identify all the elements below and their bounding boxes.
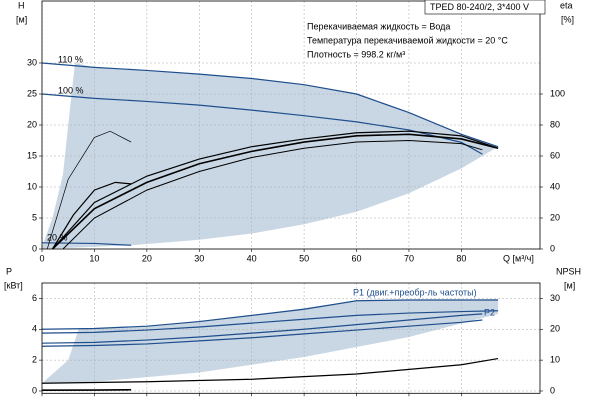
- y2-tick-label: 20: [550, 324, 560, 334]
- y2-tick-label: 80: [550, 119, 560, 129]
- curve: [62, 139, 483, 250]
- model-box: [424, 0, 546, 15]
- x-tick-label: 40: [247, 253, 257, 263]
- y-tick-label: 25: [27, 88, 37, 98]
- y2-axis-unit: [%]: [561, 14, 574, 24]
- y-tick-label: 6: [32, 293, 37, 303]
- curve: [46, 130, 132, 250]
- series-label: P2: [484, 307, 495, 317]
- x-tick-label: 50: [299, 253, 309, 263]
- curve-label: 20 %: [47, 232, 68, 242]
- y2-axis-label: NPSH: [556, 266, 581, 276]
- x-tick-label: 60: [352, 253, 362, 263]
- y-tick-label: 30: [27, 57, 37, 67]
- curve: [41, 357, 499, 384]
- curve: [41, 313, 483, 344]
- model: TPED 80-240/2, 3*400 V: [430, 2, 529, 12]
- curve: [41, 310, 499, 334]
- x-axis-label: Q [м³/ч]: [503, 253, 534, 263]
- y2-tick-label: 0: [550, 385, 555, 395]
- y-tick-label: 2: [32, 355, 37, 365]
- curve: [41, 62, 499, 148]
- curve: [51, 181, 132, 250]
- y2-tick-label: 20: [550, 212, 560, 222]
- y-tick-label: 4: [32, 324, 37, 334]
- y-tick-label: 0: [32, 243, 37, 253]
- y2-axis-label: eta: [560, 0, 573, 10]
- x-tick-label: 20: [142, 253, 152, 263]
- y-axis-unit: [м]: [16, 14, 27, 24]
- operating-region: [42, 299, 499, 384]
- y-tick-label: 5: [32, 212, 37, 222]
- y-axis-label: H: [18, 0, 25, 10]
- plot-layer: 0 10 20 30 40 50 60 70 8005101520253002040608010…: [27, 0, 565, 397]
- y-axis-unit: [кВт]: [4, 280, 23, 290]
- curve-label: 100 %: [58, 85, 84, 95]
- y2-tick-label: 100: [550, 88, 565, 98]
- info: Перекачиваемая жидкость = Вода: [307, 21, 450, 31]
- info: Плотность = 998.2 кг/м³: [307, 49, 405, 59]
- y-tick-label: 10: [27, 181, 37, 191]
- plot-frame: [41, 0, 541, 250]
- info: Температура перекачиваемой жидкости = 20…: [307, 35, 508, 45]
- y2-tick-label: 0: [550, 243, 555, 253]
- y-tick-label: 20: [27, 119, 37, 129]
- x-tick-label: 80: [456, 253, 466, 263]
- curve: [52, 130, 499, 250]
- plot-frame: [41, 282, 541, 394]
- y2-axis-unit: [м]: [564, 280, 575, 290]
- x-tick-label: 70: [404, 253, 414, 263]
- x-tick-label: 30: [194, 253, 204, 263]
- curve: [51, 133, 499, 250]
- y-tick-label: 15: [27, 150, 37, 160]
- y2-tick-label: 60: [550, 150, 560, 160]
- curve: [41, 319, 483, 347]
- y-axis-label: P: [6, 266, 12, 276]
- y-tick-label: 0: [32, 385, 37, 395]
- series-label: P1 (двиг.+преобр-ль частоты): [353, 287, 477, 297]
- y2-tick-label: 40: [550, 181, 560, 191]
- y2-tick-label: 30: [550, 293, 560, 303]
- y2-tick-label: 10: [550, 355, 560, 365]
- x-tick-label: 0: [39, 253, 44, 263]
- x-tick-label: 10: [89, 253, 99, 263]
- curve-label: 110 %: [58, 54, 83, 64]
- curve: [41, 299, 499, 330]
